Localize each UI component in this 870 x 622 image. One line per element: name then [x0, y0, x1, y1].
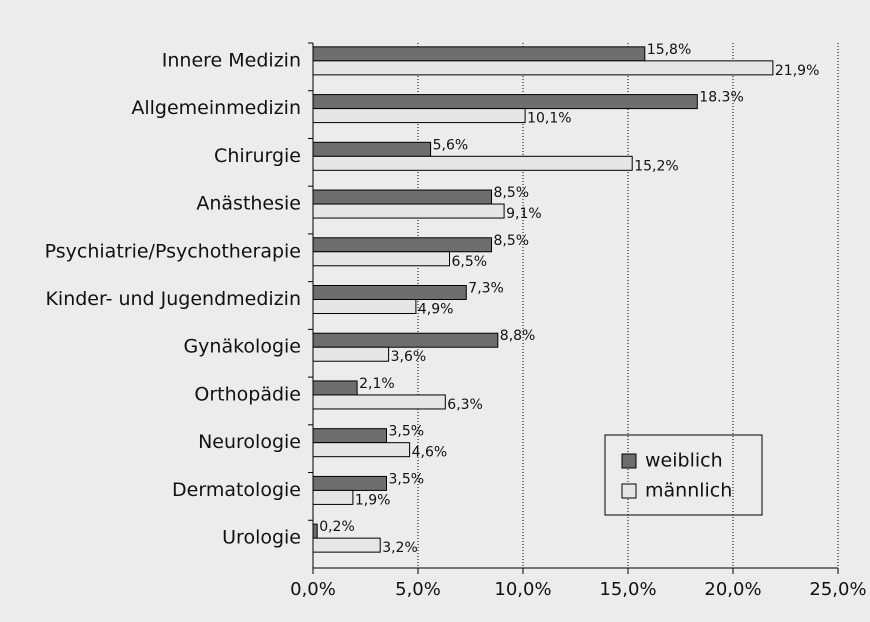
- bar: [312, 299, 417, 314]
- value-label: 15,2%: [634, 158, 678, 174]
- value-label: 3,2%: [382, 540, 418, 556]
- bar: [312, 46, 646, 62]
- bar: [312, 108, 526, 124]
- bars: [312, 46, 774, 553]
- x-tick-label: 15,0%: [599, 579, 656, 600]
- bar: [312, 332, 499, 348]
- bar: [312, 428, 387, 444]
- value-label: 3,5%: [389, 424, 425, 440]
- y-tick-label: Allgemeinmedizin: [131, 97, 301, 119]
- value-label: 0,2%: [319, 519, 355, 535]
- bar: [312, 442, 411, 458]
- bar: [312, 475, 387, 491]
- y-tick-label: Psychiatrie/Psychotherapie: [45, 240, 301, 262]
- bar: [312, 489, 354, 505]
- legend-swatch: [621, 483, 637, 499]
- legend-label: männlich: [645, 480, 732, 502]
- x-tick-label: 0,0%: [290, 579, 336, 600]
- value-label: 8,5%: [494, 185, 530, 201]
- value-label: 4,9%: [418, 302, 454, 318]
- value-label: 9,1%: [506, 206, 542, 222]
- value-label: 18.3%: [699, 90, 743, 106]
- bar: [312, 285, 467, 300]
- value-label: 3,5%: [389, 471, 425, 487]
- bar: [312, 394, 446, 410]
- x-tick-label: 25,0%: [809, 579, 866, 600]
- value-label: 1,9%: [355, 492, 391, 508]
- bar: [312, 155, 633, 171]
- x-tick-label: 20,0%: [704, 579, 761, 600]
- value-label: 6,5%: [452, 254, 488, 270]
- x-tick-label: 5,0%: [395, 579, 441, 600]
- bar: [312, 237, 492, 253]
- bar: [312, 141, 432, 157]
- bar: [312, 60, 774, 76]
- x-tick-label: 10,0%: [494, 579, 551, 600]
- y-tick-label: Neurologie: [198, 431, 301, 453]
- value-label: 15,8%: [647, 42, 691, 58]
- value-label: 3,6%: [391, 349, 427, 365]
- value-label: 8,5%: [494, 233, 530, 249]
- legend-box: [604, 434, 763, 516]
- y-tick-label: Kinder- und Jugendmedizin: [45, 288, 301, 310]
- y-tick-label: Dermatologie: [172, 479, 301, 501]
- legend-swatch: [621, 453, 637, 469]
- bar: [312, 94, 698, 110]
- value-label: 4,6%: [412, 445, 448, 461]
- value-label: 21,9%: [775, 63, 819, 79]
- bar: [312, 346, 390, 362]
- y-tick-label: Innere Medizin: [162, 49, 301, 71]
- bar: [312, 380, 358, 396]
- value-label: 7,3%: [468, 281, 504, 297]
- y-tick-label: Urologie: [222, 527, 301, 549]
- y-tick-label: Gynäkologie: [183, 336, 301, 358]
- value-label: 10,1%: [527, 111, 571, 127]
- bar: [312, 537, 381, 553]
- bar: [312, 203, 505, 219]
- bar: [312, 251, 450, 267]
- y-tick-label: Orthopädie: [194, 383, 301, 405]
- y-tick-label: Anästhesie: [196, 193, 301, 215]
- value-label: 6,3%: [447, 397, 483, 413]
- bar: [312, 523, 318, 539]
- legend-label: weiblich: [645, 450, 723, 472]
- value-label: 2,1%: [359, 376, 395, 392]
- value-label: 5,6%: [433, 137, 469, 153]
- y-tick-label: Chirurgie: [214, 145, 301, 167]
- value-label: 8,8%: [500, 328, 536, 344]
- bar: [312, 189, 492, 205]
